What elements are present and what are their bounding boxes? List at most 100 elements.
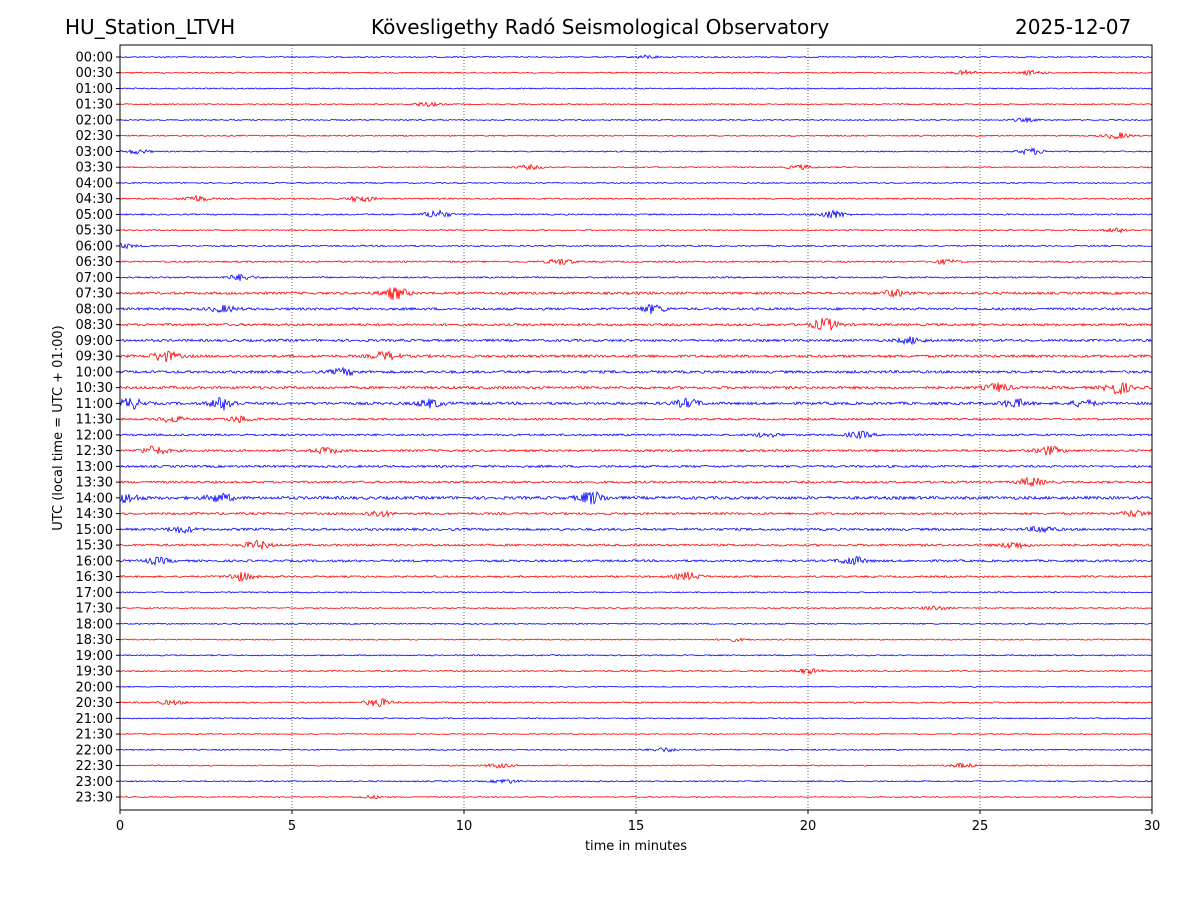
y-tick-label: 14:00	[76, 491, 113, 506]
trace-2200	[119, 746, 1153, 753]
y-tick-label: 20:00	[76, 680, 113, 695]
y-tick-label: 05:00	[76, 208, 113, 223]
y-tick-label: 09:00	[76, 334, 113, 349]
trace-1000	[119, 366, 1153, 377]
y-tick-label: 04:30	[76, 192, 113, 207]
x-tick-label: 30	[1144, 819, 1161, 834]
y-tick-label: 20:30	[76, 696, 113, 711]
y-tick-label: 08:30	[76, 318, 113, 333]
trace-1100	[119, 396, 1153, 411]
trace-1030	[119, 382, 1153, 395]
trace-0430	[119, 194, 1153, 203]
y-tick-label: 18:30	[76, 633, 113, 648]
trace-1200	[119, 430, 1153, 440]
trace-1930	[119, 668, 1153, 676]
y-tick-label: 06:00	[76, 239, 113, 254]
trace-0100	[119, 87, 1153, 90]
trace-2300	[119, 778, 1153, 784]
y-axis-label: UTC (local time = UTC + 01:00)	[51, 325, 66, 530]
trace-2130	[119, 732, 1153, 736]
y-tick-label: 10:00	[76, 365, 113, 380]
y-tick-label: 14:30	[76, 507, 113, 522]
trace-1700	[119, 591, 1153, 594]
trace-0830	[119, 317, 1153, 332]
trace-0000	[119, 54, 1153, 60]
trace-0730	[119, 287, 1153, 301]
trace-0030	[119, 68, 1152, 77]
y-tick-label: 22:00	[76, 743, 113, 758]
trace-0230	[119, 132, 1153, 140]
trace-0930	[119, 350, 1153, 363]
trace-0130	[119, 101, 1153, 108]
trace-2000	[119, 685, 1153, 688]
trace-1500	[119, 526, 1153, 534]
trace-0330	[119, 163, 1153, 171]
y-tick-label: 21:30	[76, 728, 113, 743]
y-tick-label: 11:00	[76, 397, 113, 412]
y-tick-label: 13:00	[76, 460, 113, 475]
trace-1800	[120, 622, 1153, 625]
y-tick-label: 17:00	[76, 586, 113, 601]
trace-0300	[119, 147, 1153, 156]
station-name: HU_Station_LTVH	[65, 15, 236, 39]
y-tick-label: 04:00	[76, 176, 113, 191]
trace-0500	[119, 208, 1153, 219]
y-tick-label: 07:30	[76, 287, 113, 302]
y-tick-label: 02:30	[76, 129, 113, 144]
trace-1230	[119, 445, 1153, 456]
y-tick-label: 03:00	[76, 145, 113, 160]
y-tick-label: 07:00	[76, 271, 113, 286]
y-tick-label: 19:00	[76, 649, 113, 664]
trace-1330	[119, 476, 1153, 488]
x-tick-label: 0	[116, 819, 124, 834]
trace-2330	[119, 794, 1153, 800]
y-tick-label: 00:30	[76, 66, 113, 81]
x-tick-label: 20	[800, 819, 817, 834]
y-tick-label: 06:30	[76, 255, 113, 270]
y-tick-label: 01:00	[76, 82, 113, 97]
trace-0600	[119, 242, 1153, 250]
trace-2030	[119, 697, 1153, 708]
y-tick-label: 23:00	[76, 775, 113, 790]
y-tick-label: 12:30	[76, 444, 113, 459]
trace-1300	[119, 464, 1153, 469]
trace-0200	[119, 116, 1153, 124]
trace-1600	[119, 555, 1153, 566]
trace-0800	[119, 303, 1153, 314]
y-tick-label: 16:30	[76, 570, 113, 585]
x-tick-label: 5	[288, 819, 296, 834]
trace-0900	[119, 336, 1153, 346]
trace-2100	[119, 717, 1152, 720]
trace-1830	[119, 637, 1153, 642]
chart-date: 2025-12-07	[1015, 15, 1132, 39]
trace-1630	[119, 571, 1153, 582]
y-tick-label: 17:30	[76, 602, 113, 617]
y-tick-label: 21:00	[76, 712, 113, 727]
trace-1400	[119, 491, 1153, 505]
y-tick-label: 15:00	[76, 523, 113, 538]
trace-2230	[119, 762, 1153, 769]
x-tick-label: 10	[456, 819, 473, 834]
y-tick-label: 18:00	[76, 617, 113, 632]
chart-title: Kövesligethy Radó Seismological Observat…	[371, 15, 830, 39]
trace-1430	[119, 509, 1153, 519]
trace-0400	[119, 181, 1153, 185]
y-tick-label: 00:00	[76, 51, 113, 66]
y-tick-label: 19:30	[76, 665, 113, 680]
y-tick-label: 12:00	[76, 428, 113, 443]
y-tick-label: 02:00	[76, 113, 113, 128]
trace-0530	[119, 227, 1153, 234]
y-tick-label: 15:30	[76, 539, 113, 554]
x-tick-label: 25	[972, 819, 989, 834]
trace-1130	[119, 415, 1153, 424]
trace-0630	[120, 258, 1153, 266]
y-tick-label: 10:30	[76, 381, 113, 396]
y-tick-label: 22:30	[76, 759, 113, 774]
plot-frame	[119, 44, 1153, 811]
y-tick-label: 11:30	[76, 413, 113, 428]
y-tick-label: 01:30	[76, 98, 113, 113]
x-tick-label: 15	[628, 819, 645, 834]
x-axis-label: time in minutes	[585, 839, 687, 854]
